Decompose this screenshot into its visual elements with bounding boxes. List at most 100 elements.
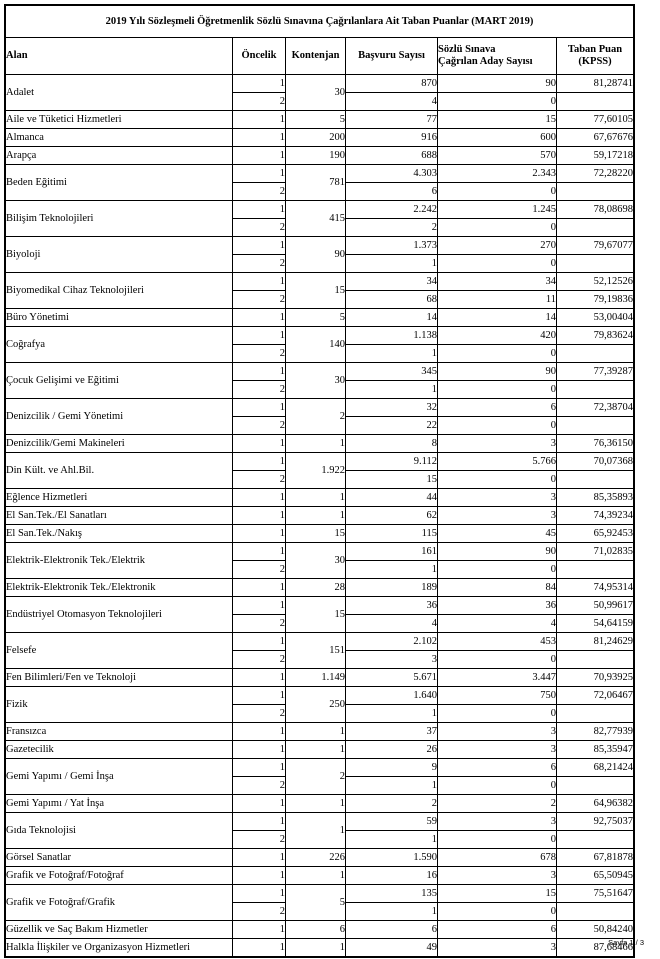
cell-kontenjan: 1	[285, 866, 346, 885]
cell-basvuru-sayisi: 26	[345, 740, 438, 759]
cell-oncelik: 2	[232, 344, 286, 363]
cell-oncelik: 2	[232, 776, 286, 795]
cell-oncelik: 1	[232, 632, 286, 651]
cell-oncelik: 1	[232, 596, 286, 615]
cell-taban-puan	[555, 182, 635, 201]
cell-kontenjan: 415	[285, 200, 346, 237]
cell-kontenjan: 1	[285, 812, 346, 849]
cell-kontenjan: 1	[285, 722, 346, 741]
cell-basvuru-sayisi: 9	[345, 758, 438, 777]
table-row: Denizcilik/Gemi Makineleri 1 1 8 3 76,36150	[5, 434, 635, 453]
cell-kontenjan: 1.149	[285, 668, 346, 687]
cell-sozlu-sinava-cagrilan: 678	[437, 848, 557, 867]
cell-sozlu-sinava-cagrilan: 3	[437, 434, 557, 453]
cell-alan: Arapça	[5, 146, 233, 165]
cell-taban-puan	[555, 830, 635, 849]
cell-basvuru-sayisi: 68	[345, 290, 438, 309]
cell-basvuru-sayisi: 916	[345, 128, 438, 147]
cell-oncelik: 1	[232, 668, 286, 687]
cell-basvuru-sayisi: 77	[345, 110, 438, 129]
cell-taban-puan: 79,19836	[555, 290, 635, 309]
col-header-taban-line2: (KPSS)	[578, 56, 612, 67]
cell-sozlu-sinava-cagrilan: 3	[437, 740, 557, 759]
cell-kontenjan: 1	[285, 938, 346, 957]
cell-sozlu-sinava-cagrilan: 34	[437, 272, 557, 291]
table-row: Eğlence Hizmetleri 1 1 44 3 85,35893	[5, 488, 635, 507]
title-row: 2019 Yılı Sözleşmeli Öğretmenlik Sözlü S…	[4, 5, 635, 38]
cell-oncelik: 2	[232, 470, 286, 489]
cell-taban-puan	[555, 380, 635, 399]
cell-sozlu-sinava-cagrilan: 600	[437, 128, 557, 147]
cell-kontenjan: 1	[285, 506, 346, 525]
cell-taban-puan: 70,93925	[555, 668, 635, 687]
cell-alan: Endüstriyel Otomasyon Teknolojileri	[5, 596, 233, 633]
cell-oncelik: 1	[232, 794, 286, 813]
cell-alan: Fransızca	[5, 722, 233, 741]
cell-oncelik: 1	[232, 722, 286, 741]
table-row: Arapça 1 190 688 570 59,17218	[5, 146, 635, 165]
cell-oncelik: 2	[232, 218, 286, 237]
cell-taban-puan: 68,21424	[555, 758, 635, 777]
cell-sozlu-sinava-cagrilan: 6	[437, 920, 557, 939]
cell-basvuru-sayisi: 9.112	[345, 452, 438, 471]
cell-basvuru-sayisi: 4.303	[345, 164, 438, 183]
table-header: 2019 Yılı Sözleşmeli Öğretmenlik Sözlü S…	[4, 5, 635, 75]
cell-basvuru-sayisi: 135	[345, 884, 438, 903]
cell-taban-puan: 72,06467	[555, 686, 635, 705]
cell-alan: Denizcilik / Gemi Yönetimi	[5, 398, 233, 435]
cell-alan: Aile ve Tüketici Hizmetleri	[5, 110, 233, 129]
cell-taban-puan: 79,83624	[555, 326, 635, 345]
cell-sozlu-sinava-cagrilan: 3	[437, 488, 557, 507]
table-row: Elektrik-Elektronik Tek./Elektrik 1 30 161 9…	[5, 542, 635, 579]
cell-kontenjan: 5	[285, 308, 346, 327]
cell-oncelik: 1	[232, 326, 286, 345]
cell-oncelik: 1	[232, 740, 286, 759]
table-row: El San.Tek./Nakış 1 15 115 45 65,92453	[5, 524, 635, 543]
cell-oncelik: 1	[232, 920, 286, 939]
cell-basvuru-sayisi: 1.138	[345, 326, 438, 345]
cell-taban-puan: 72,28220	[555, 164, 635, 183]
table-row: Felsefe 1 151 2.102 453 81,24629	[5, 632, 635, 669]
table-row: Biyoloji 1 90 1.373 270 79,67077	[5, 236, 635, 273]
cell-oncelik: 1	[232, 866, 286, 885]
cell-alan: Fizik	[5, 686, 233, 723]
cell-taban-puan	[555, 704, 635, 723]
cell-sozlu-sinava-cagrilan: 2.343	[437, 164, 557, 183]
cell-basvuru-sayisi: 1	[345, 560, 438, 579]
table-row: Fransızca 1 1 37 3 82,77939	[5, 722, 635, 741]
col-header-taban-line1: Taban Puan	[567, 44, 623, 56]
table-row: Güzellik ve Saç Bakım Hizmetler 1 6 6 6 50,84…	[5, 920, 635, 939]
cell-sozlu-sinava-cagrilan: 3	[437, 722, 557, 741]
cell-basvuru-sayisi: 1.590	[345, 848, 438, 867]
cell-sozlu-sinava-cagrilan: 0	[437, 254, 557, 273]
cell-taban-puan: 65,92453	[555, 524, 635, 543]
cell-oncelik: 2	[232, 290, 286, 309]
cell-oncelik: 1	[232, 434, 286, 453]
cell-taban-puan	[555, 902, 635, 921]
cell-taban-puan: 59,17218	[555, 146, 635, 165]
cell-basvuru-sayisi: 1	[345, 344, 438, 363]
cell-oncelik: 2	[232, 92, 286, 111]
cell-kontenjan: 1.922	[285, 452, 346, 489]
cell-oncelik: 1	[232, 884, 286, 903]
table-row: Büro Yönetimi 1 5 14 14 53,00404	[5, 308, 635, 327]
cell-sozlu-sinava-cagrilan: 0	[437, 218, 557, 237]
cell-oncelik: 1	[232, 74, 286, 93]
table-row: Coğrafya 1 140 1.138 420 79,83624	[5, 326, 635, 363]
cell-sozlu-sinava-cagrilan: 36	[437, 596, 557, 615]
cell-sozlu-sinava-cagrilan: 90	[437, 74, 557, 93]
cell-sozlu-sinava-cagrilan: 1.245	[437, 200, 557, 219]
cell-oncelik: 2	[232, 830, 286, 849]
cell-basvuru-sayisi: 1	[345, 380, 438, 399]
cell-alan: Beden Eğitimi	[5, 164, 233, 201]
cell-taban-puan: 85,35947	[555, 740, 635, 759]
cell-basvuru-sayisi: 1	[345, 830, 438, 849]
cell-basvuru-sayisi: 2.102	[345, 632, 438, 651]
cell-oncelik: 2	[232, 254, 286, 273]
cell-sozlu-sinava-cagrilan: 11	[437, 290, 557, 309]
